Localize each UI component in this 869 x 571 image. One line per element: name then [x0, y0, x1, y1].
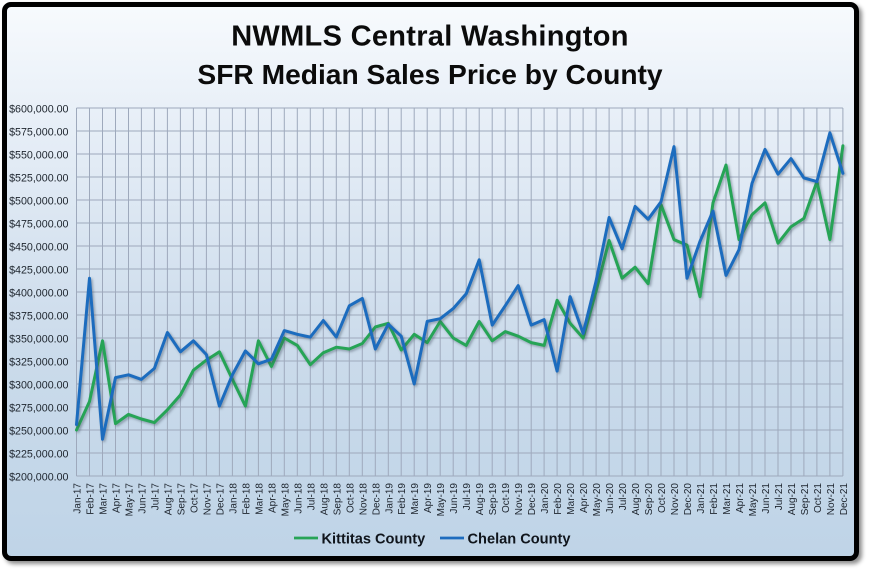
svg-text:Jan-19: Jan-19: [384, 483, 395, 514]
svg-text:Nov-17: Nov-17: [202, 483, 213, 516]
svg-text:Jan-20: Jan-20: [540, 483, 551, 514]
svg-text:Mar-17: Mar-17: [99, 483, 110, 515]
svg-text:$450,000.00: $450,000.00: [9, 242, 68, 254]
svg-text:Nov-20: Nov-20: [670, 483, 681, 516]
svg-text:Jul-21: Jul-21: [774, 483, 785, 511]
svg-text:May-21: May-21: [748, 483, 759, 517]
svg-text:Mar-19: Mar-19: [410, 483, 421, 515]
svg-text:SFR Median Sales Price by Coun: SFR Median Sales Price by County: [197, 58, 663, 90]
svg-text:Oct-19: Oct-19: [501, 483, 512, 513]
svg-text:NWMLS Central Washington: NWMLS Central Washington: [231, 21, 629, 53]
svg-text:Kittitas County: Kittitas County: [322, 532, 427, 548]
svg-text:Apr-18: Apr-18: [267, 483, 278, 513]
svg-text:$225,000.00: $225,000.00: [9, 449, 68, 461]
svg-text:Feb-21: Feb-21: [709, 483, 720, 515]
svg-text:Mar-21: Mar-21: [722, 483, 733, 515]
svg-text:Feb-18: Feb-18: [241, 483, 252, 515]
svg-text:Oct-18: Oct-18: [345, 483, 356, 513]
svg-text:Mar-20: Mar-20: [566, 483, 577, 515]
svg-text:Aug-20: Aug-20: [631, 483, 642, 516]
svg-text:Oct-21: Oct-21: [813, 483, 824, 513]
svg-text:Aug-18: Aug-18: [319, 483, 330, 516]
svg-text:Nov-18: Nov-18: [358, 483, 369, 516]
svg-text:Mar-18: Mar-18: [254, 483, 265, 515]
svg-text:Dec-19: Dec-19: [527, 483, 538, 516]
svg-text:Dec-21: Dec-21: [839, 483, 850, 516]
svg-text:$325,000.00: $325,000.00: [9, 357, 68, 369]
svg-text:Dec-17: Dec-17: [215, 483, 226, 516]
svg-text:$300,000.00: $300,000.00: [9, 380, 68, 392]
svg-text:Dec-20: Dec-20: [683, 483, 694, 516]
svg-text:Jun-19: Jun-19: [449, 483, 460, 514]
svg-text:Jun-17: Jun-17: [137, 483, 148, 514]
svg-text:Oct-20: Oct-20: [657, 483, 668, 513]
svg-text:Jul-18: Jul-18: [306, 483, 317, 511]
svg-text:May-18: May-18: [280, 483, 291, 517]
svg-text:Sep-18: Sep-18: [332, 483, 343, 516]
svg-text:Jan-21: Jan-21: [696, 483, 707, 514]
svg-text:$250,000.00: $250,000.00: [9, 426, 68, 438]
svg-text:Aug-17: Aug-17: [163, 483, 174, 516]
svg-text:Jun-20: Jun-20: [605, 483, 616, 514]
svg-text:$525,000.00: $525,000.00: [9, 173, 68, 185]
svg-text:May-17: May-17: [125, 483, 136, 517]
svg-text:Feb-20: Feb-20: [553, 483, 564, 515]
svg-text:Apr-17: Apr-17: [112, 483, 123, 513]
svg-text:Oct-17: Oct-17: [189, 483, 200, 513]
svg-text:Jul-20: Jul-20: [618, 483, 629, 511]
svg-text:Sep-20: Sep-20: [644, 483, 655, 516]
svg-text:$550,000.00: $550,000.00: [9, 150, 68, 162]
svg-text:Chelan County: Chelan County: [468, 532, 572, 548]
svg-text:Nov-19: Nov-19: [514, 483, 525, 516]
svg-text:$275,000.00: $275,000.00: [9, 403, 68, 415]
svg-text:$350,000.00: $350,000.00: [9, 334, 68, 346]
svg-text:Jun-21: Jun-21: [761, 483, 772, 514]
svg-text:Sep-19: Sep-19: [488, 483, 499, 516]
svg-text:$575,000.00: $575,000.00: [9, 127, 68, 139]
svg-text:Dec-18: Dec-18: [371, 483, 382, 516]
svg-text:$425,000.00: $425,000.00: [9, 265, 68, 277]
svg-text:$200,000.00: $200,000.00: [9, 472, 68, 484]
svg-text:May-19: May-19: [436, 483, 447, 517]
svg-text:Jul-17: Jul-17: [150, 483, 161, 511]
svg-text:Sep-17: Sep-17: [176, 483, 187, 516]
svg-text:Jun-18: Jun-18: [293, 483, 304, 514]
svg-text:May-20: May-20: [592, 483, 603, 517]
svg-text:Apr-19: Apr-19: [423, 483, 434, 513]
svg-text:$600,000.00: $600,000.00: [9, 104, 68, 116]
svg-text:Aug-21: Aug-21: [787, 483, 798, 516]
svg-text:Apr-20: Apr-20: [579, 483, 590, 513]
svg-text:Feb-17: Feb-17: [86, 483, 97, 515]
svg-text:$500,000.00: $500,000.00: [9, 196, 68, 208]
svg-text:Sep-21: Sep-21: [800, 483, 811, 516]
svg-text:Jul-19: Jul-19: [462, 483, 473, 511]
svg-text:Jan-17: Jan-17: [73, 483, 84, 514]
svg-text:$475,000.00: $475,000.00: [9, 219, 68, 231]
svg-text:Aug-19: Aug-19: [475, 483, 486, 516]
svg-text:Jan-18: Jan-18: [228, 483, 239, 514]
svg-text:$375,000.00: $375,000.00: [9, 311, 68, 323]
svg-text:Apr-21: Apr-21: [735, 483, 746, 513]
svg-text:Nov-21: Nov-21: [826, 483, 837, 516]
svg-text:$400,000.00: $400,000.00: [9, 288, 68, 300]
svg-text:Feb-19: Feb-19: [397, 483, 408, 515]
